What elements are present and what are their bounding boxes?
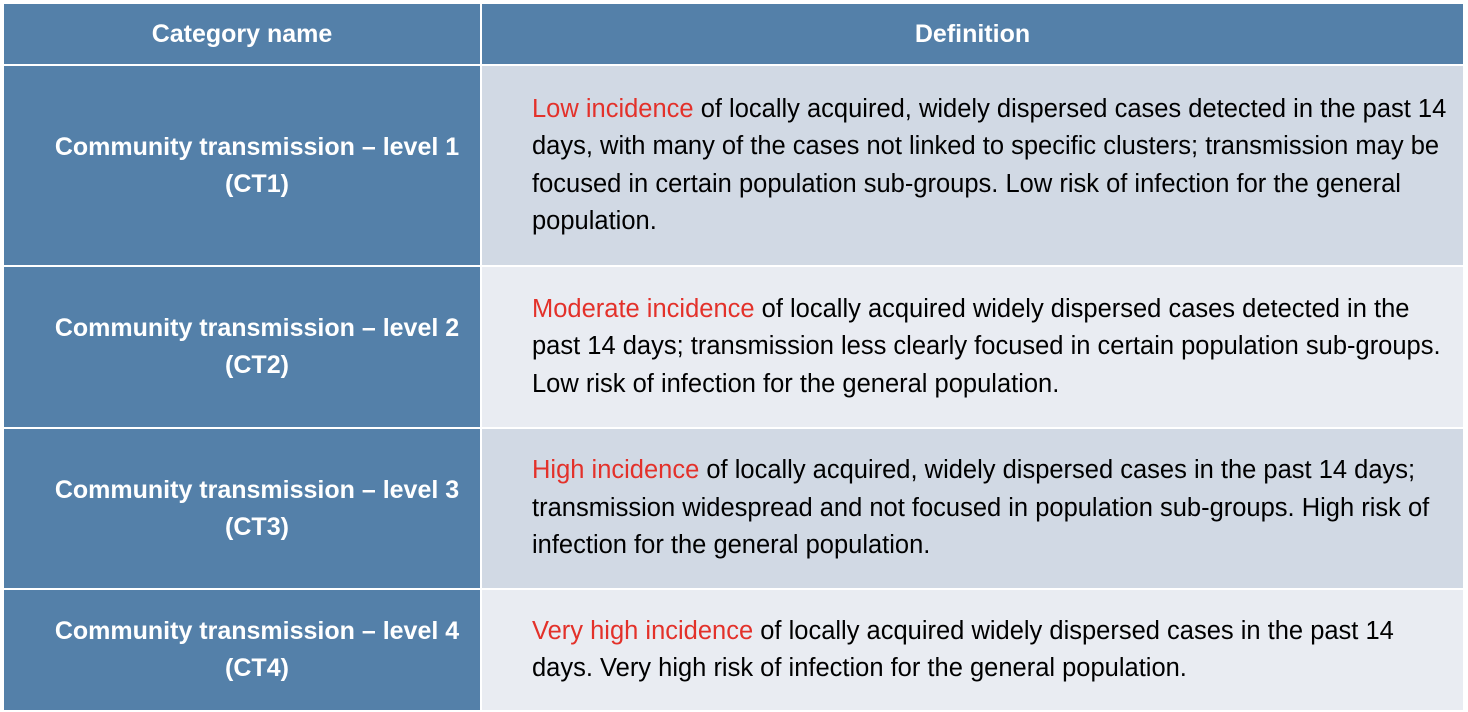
column-header-definition: Definition: [480, 2, 1465, 66]
definition-text: of locally acquired widely dispersed cas…: [532, 294, 1441, 398]
category-cell: Community transmission – level 1 (CT1): [2, 64, 482, 267]
category-name: Community transmission – level 3 (CT3): [54, 475, 460, 541]
definition-text: of locally acquired, widely dispersed ca…: [532, 456, 1430, 560]
definition-cell: Very high incidence of locally acquired …: [480, 588, 1465, 712]
definition-cell: Moderate incidence of locally acquired w…: [480, 265, 1465, 429]
category-cell: Community transmission – level 3 (CT3): [2, 427, 482, 590]
definition-text: of locally acquired widely dispersed cas…: [532, 616, 1394, 683]
incidence-highlight: High incidence: [532, 456, 700, 485]
table-header-row: Category name Definition: [2, 2, 1465, 66]
category-name: Community transmission – level 2 (CT2): [54, 314, 460, 379]
column-header-category: Category name: [2, 2, 482, 66]
category-name: Community transmission – level 4 (CT4): [54, 617, 460, 682]
incidence-highlight: Low incidence: [532, 94, 694, 123]
table-row: Community transmission – level 2 (CT2) M…: [2, 265, 1465, 429]
table-row: Community transmission – level 1 (CT1) L…: [2, 64, 1465, 267]
table-row: Community transmission – level 4 (CT4) V…: [2, 588, 1465, 712]
definition-cell: Low incidence of locally acquired, widel…: [480, 64, 1465, 267]
category-name: Community transmission – level 1 (CT1): [54, 132, 460, 198]
category-cell: Community transmission – level 4 (CT4): [2, 588, 482, 712]
incidence-highlight: Very high incidence: [532, 616, 754, 645]
definition-text: of locally acquired, widely dispersed ca…: [532, 94, 1447, 236]
incidence-highlight: Moderate incidence: [532, 294, 755, 323]
table-row: Community transmission – level 3 (CT3) H…: [2, 427, 1465, 590]
category-cell: Community transmission – level 2 (CT2): [2, 265, 482, 429]
definition-cell: High incidence of locally acquired, wide…: [480, 427, 1465, 590]
